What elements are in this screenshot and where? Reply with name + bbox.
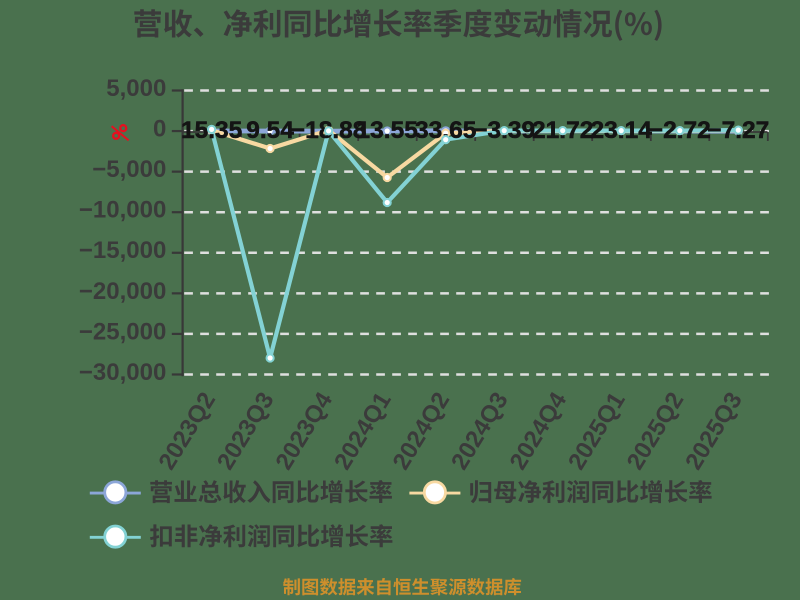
svg-text:−25,000: −25,000 (79, 318, 166, 345)
svg-text:−20,000: −20,000 (79, 278, 166, 305)
svg-text:13.55: 13.55 (357, 117, 418, 144)
svg-text:0: 0 (153, 116, 166, 143)
svg-text:−15,000: −15,000 (79, 237, 166, 264)
svg-text:−5,000: −5,000 (92, 156, 166, 183)
svg-text:−30,000: −30,000 (79, 359, 166, 386)
svg-text:9.54: 9.54 (246, 117, 294, 144)
svg-text:23.14: 23.14 (591, 117, 653, 144)
svg-text:−10,000: −10,000 (79, 197, 166, 224)
svg-text:5,000: 5,000 (106, 75, 166, 102)
